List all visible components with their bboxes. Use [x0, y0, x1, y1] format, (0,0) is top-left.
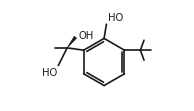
Polygon shape — [67, 36, 76, 48]
Text: HO: HO — [108, 13, 123, 23]
Text: HO: HO — [42, 68, 57, 78]
Text: OH: OH — [78, 31, 94, 41]
